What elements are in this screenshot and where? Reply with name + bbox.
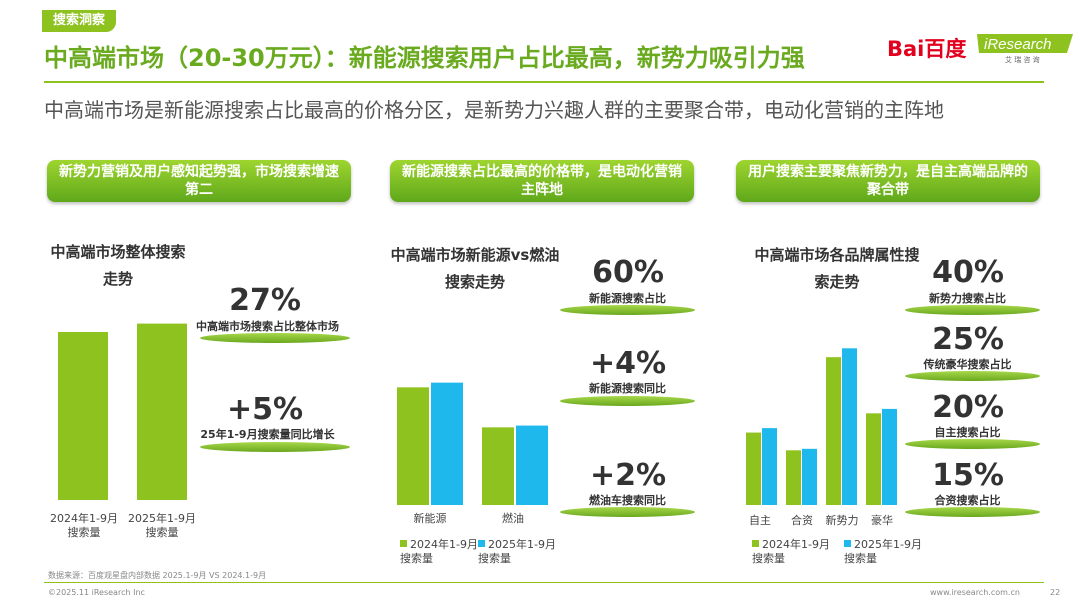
panel3-legend-2025: 2025年1-9月 搜索量 — [844, 538, 922, 566]
chart2-bar-1-series-1 — [397, 387, 429, 505]
chart3-bar-4-series-2 — [882, 408, 897, 505]
iresearch-logo-subtext: 艾 瑞 咨 询 — [1005, 55, 1040, 63]
chart3-bar-2-series-2 — [802, 448, 817, 505]
chart2-bar-2-series-2 — [516, 425, 548, 505]
panel2-stat1-value: 60% — [592, 255, 664, 290]
panel3-stat4-underline — [905, 507, 1040, 517]
panel1-xlabel-2: 2025年1-9月 搜索量 — [128, 512, 196, 539]
panel2-banner: 新能源搜索占比最高的价格带，是电动化营销主阵地 — [390, 160, 694, 202]
iresearch-logo-mark: iResearch 艾 瑞 咨 询 — [977, 34, 1073, 64]
panel3-xlabel-2: 合资 — [791, 514, 813, 527]
panel1-chart-title: 中高端市场整体搜索走势 — [50, 243, 186, 288]
footer-divider — [44, 582, 1044, 583]
footer-source: 数据来源：百度观星盘内部数据 2025.1-9月 VS 2024.1-9月 — [48, 571, 267, 580]
chart3-bar-3-series-1 — [826, 357, 841, 505]
panel1-stat2-value: +5% — [226, 392, 304, 427]
panel1-chart — [58, 323, 187, 500]
legend-swatch-green — [400, 540, 407, 547]
panel3-xlabel-1: 自主 — [749, 514, 771, 527]
chart3-bar-4-series-1 — [866, 413, 881, 505]
panel3-stat2-underline — [905, 371, 1040, 381]
panel1-stat1-underline — [200, 333, 350, 343]
chart3-bar-1-series-2 — [762, 428, 777, 505]
panel1-stat1-label: 中高端市场搜索占比整体市场 — [196, 320, 339, 333]
panel2-legend-2024-label: 2024年1-9月 搜索量 — [400, 538, 478, 565]
panel2-legend-2025: 2025年1-9月 搜索量 — [478, 538, 556, 566]
page-title: 中高端市场（20-30万元）：新能源搜索用户占比最高，新势力吸引力强 — [44, 44, 805, 72]
chart2-bar-1-series-2 — [431, 382, 463, 505]
panel3-legend-2025-label: 2025年1-9月 搜索量 — [844, 538, 922, 565]
panel3-stat3-value: 20% — [932, 390, 1004, 425]
panel3-stat3-underline — [905, 439, 1040, 449]
chart3-bar-1-series-1 — [746, 432, 761, 505]
panel2-stat2-value: +4% — [589, 346, 667, 381]
panel3-chart-title: 中高端市场各品牌属性搜索走势 — [754, 246, 920, 291]
panel3-xlabel-3: 新势力 — [825, 514, 859, 527]
iresearch-logo-text: iResearch — [984, 36, 1052, 53]
iresearch-logo: iResearch 艾 瑞 咨 询 — [975, 31, 1075, 64]
panel3-stat1-label: 新势力搜索占比 — [929, 292, 1006, 305]
panel3-legend-2024-label: 2024年1-9月 搜索量 — [752, 538, 830, 565]
panel2-stat1-label: 新能源搜索占比 — [589, 292, 666, 305]
legend-swatch-green — [752, 540, 759, 547]
panel2-stat3-label: 燃油车搜索同比 — [589, 494, 666, 507]
panel1-banner: 新势力营销及用户感知起势强，市场搜索增速第二 — [47, 160, 351, 202]
baidu-logo: Bai百度 — [887, 33, 966, 63]
chart3-bar-3-series-2 — [842, 348, 857, 505]
panel2-xlabel-1: 新能源 — [413, 512, 447, 525]
panel3-banner: 用户搜索主要聚焦新势力，是自主高端品牌的聚合带 — [736, 160, 1040, 202]
panel2-chart-title: 中高端市场新能源vs燃油搜索走势 — [390, 246, 560, 291]
chart1-bar-1-series-1 — [58, 332, 108, 500]
panel1-stat1-value: 27% — [229, 283, 301, 318]
panel1-stat2-underline — [200, 442, 350, 452]
section-tag: 搜索洞察 — [42, 10, 116, 32]
panel2-stat2-label: 新能源搜索同比 — [589, 382, 666, 395]
panel3-stat1-underline — [905, 305, 1040, 315]
panel1-xlabel-1: 2024年1-9月 搜索量 — [50, 512, 118, 539]
chart2-bar-2-series-1 — [482, 427, 514, 505]
panel2-stat2-underline — [560, 396, 695, 406]
panel2-legend-2025-label: 2025年1-9月 搜索量 — [478, 538, 556, 565]
footer-url: www.iresearch.com.cn — [930, 588, 1020, 597]
panel3-stat2-label: 传统豪华搜索占比 — [923, 358, 1012, 371]
page-number: 22 — [1050, 588, 1061, 597]
panel2-chart — [397, 382, 548, 505]
panel2-stat1-underline — [560, 305, 695, 315]
footer-copyright: ©2025.11 iResearch Inc — [48, 588, 145, 597]
panel3-stat3-label: 自主搜索占比 — [934, 426, 1001, 439]
baidu-logo-text: Bai百度 — [887, 37, 967, 61]
panel3-legend-2024: 2024年1-9月 搜索量 — [752, 538, 830, 566]
panel3-stat1-value: 40% — [932, 255, 1004, 290]
panel3-stat4-value: 15% — [932, 458, 1004, 493]
panel3-stat2-value: 25% — [932, 322, 1004, 357]
panel2-stat3-underline — [560, 507, 695, 517]
page-subtitle: 中高端市场是新能源搜索占比最高的价格分区，是新势力兴趣人群的主要聚合带，电动化营… — [44, 98, 944, 122]
legend-swatch-blue — [478, 540, 485, 547]
panel3-stat4-label: 合资搜索占比 — [934, 494, 1001, 507]
panel2-legend-2024: 2024年1-9月 搜索量 — [400, 538, 478, 566]
panel3-xlabel-4: 豪华 — [871, 514, 893, 527]
title-divider — [44, 81, 1044, 83]
panel3-chart — [746, 348, 897, 505]
panel1-stat2-label: 25年1-9月搜索量同比增长 — [200, 428, 335, 441]
chart1-bar-2-series-1 — [137, 323, 187, 500]
panel2-stat3-value: +2% — [589, 458, 667, 493]
panel2-xlabel-2: 燃油 — [502, 512, 524, 525]
legend-swatch-blue — [844, 540, 851, 547]
chart3-bar-2-series-1 — [786, 450, 801, 505]
